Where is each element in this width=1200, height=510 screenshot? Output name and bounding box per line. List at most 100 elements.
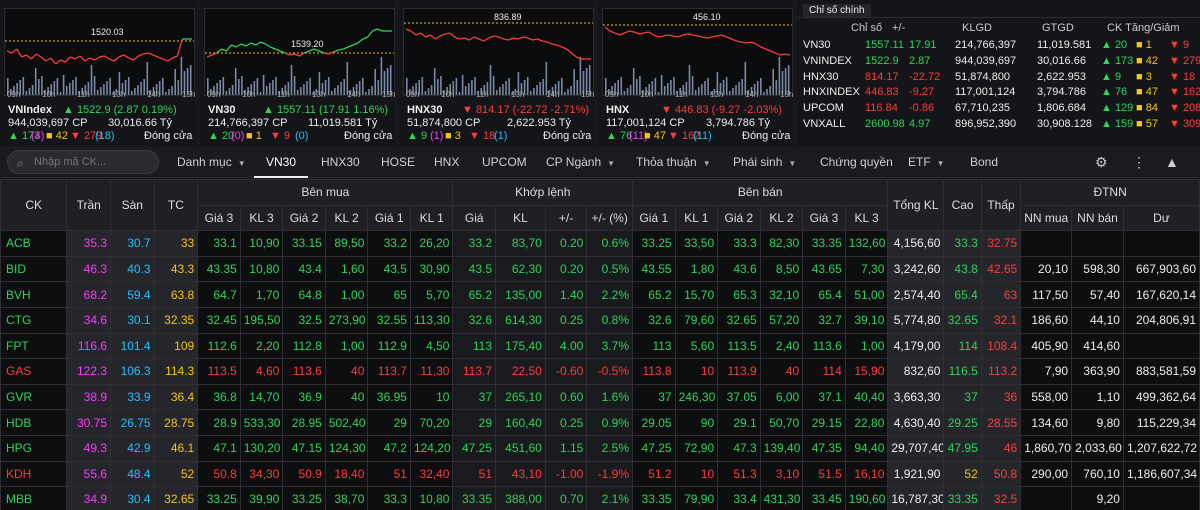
more-icon[interactable]: ⋮	[1132, 154, 1146, 170]
low-price: 108.4	[980, 332, 1022, 360]
table-row[interactable]: GVR 38.9 33.9 36.4 36.8 14,70 36.9 40 36.95 10 37 2…	[0, 383, 1200, 411]
col-kl-2[interactable]: KL 2	[324, 204, 369, 232]
col-gi-2[interactable]: Giá 2	[717, 204, 761, 232]
total-volume: 5,774,80	[887, 306, 945, 334]
col-gi-2[interactable]: Giá 2	[282, 204, 326, 232]
tab-hnx30[interactable]: HNX30	[321, 155, 360, 169]
time-tick: 10h	[242, 90, 256, 99]
foreign-room: 1,207,622,72	[1122, 434, 1200, 462]
col-gi-1[interactable]: Giá 1	[367, 204, 411, 232]
unchanged-count: ■ 47	[644, 130, 666, 142]
table-row[interactable]: MBB 34.9 30.4 32.65 33.25 39,90 33.25 38,70 33.3…	[0, 486, 1200, 510]
col-low[interactable]: Thấp	[980, 178, 1022, 232]
col--[interactable]: +/-	[544, 204, 588, 232]
ceiling-price: 35.3	[66, 230, 112, 257]
col-gi-3[interactable]: Giá 3	[802, 204, 846, 232]
search-box[interactable]: ⌕	[7, 150, 159, 174]
match-change-pct: 3.7%	[586, 332, 634, 360]
gear-icon[interactable]: ⚙	[1095, 154, 1108, 170]
table-row[interactable]: ACB 35.3 30.7 33 33.1 10,90 33.15 89,50 33.2 26,2…	[0, 230, 1200, 257]
time-tick: 11h	[675, 90, 688, 99]
col-kl-1[interactable]: KL 1	[409, 204, 454, 232]
search-input[interactable]	[34, 154, 154, 170]
tab-hose[interactable]: HOSE	[381, 155, 416, 169]
tab-phai-sinh[interactable]: Phái sinh ▼	[733, 155, 797, 169]
summary-index-name: HNX30	[803, 70, 839, 83]
table-row[interactable]: HDB 30.75 26.75 28.75 28.9 533,30 28.95 502,40 2…	[0, 409, 1200, 436]
table-row[interactable]: FPT 116.6 101.4 109 112.6 2,20 112.8 1,00 112.9 4…	[0, 332, 1200, 360]
col--[interactable]: +/- (%)	[586, 204, 634, 232]
col-kl-3[interactable]: KL 3	[844, 204, 889, 232]
table-row[interactable]: BID 46.3 40.3 43.3 43.35 10,80 43.4 1,60 43.5 30,…	[0, 255, 1200, 283]
index-panel-hnx[interactable]: 456.10 09h 10h 11h 13h 14h 15h HNX ▼ 446.83 (-9.…	[598, 0, 793, 146]
summary-advancers: ▲ 159	[1101, 118, 1134, 130]
arrow-up-icon[interactable]: ▲	[1165, 154, 1179, 170]
match-change-pct: 1.6%	[586, 383, 634, 411]
col-total-volume[interactable]: Tổng KL	[887, 178, 945, 232]
foreign-sell: 9,80	[1071, 409, 1124, 436]
col-kl[interactable]: KL	[495, 204, 546, 232]
col-ck[interactable]: CK	[0, 178, 68, 232]
table-row[interactable]: GAS 122.3 106.3 114.3 113.5 4,60 113.6 40 113.7 1…	[0, 358, 1200, 385]
stock-code: KDH	[0, 460, 68, 488]
summary-row[interactable]: UPCOM 116.84 -0.86 67,710,235 1,806.684 ▲ 129…	[797, 100, 1200, 115]
tab-main-indices[interactable]: Chỉ số chính	[803, 4, 871, 17]
group-buy: Bên mua	[197, 179, 454, 206]
table-row[interactable]: KDH 55.6 48.4 52 50.8 34,30 50.9 18,40 51 32,40 51…	[0, 460, 1200, 488]
table-row[interactable]: CTG 34.6 30.1 32.35 32.45 195,50 32.5 273,90 32.…	[0, 306, 1200, 334]
ask-vol-3: 190,60	[844, 486, 889, 510]
tab-thoa-thuan[interactable]: Thỏa thuận ▼	[636, 155, 711, 169]
summary-index-change: -0.86	[909, 102, 935, 115]
index-panel-hnx30[interactable]: 836.89 09h 10h 11h 13h 14h 15h HNX30 ▼ 814.17 (-…	[399, 0, 594, 146]
col-kl-1[interactable]: KL 1	[674, 204, 719, 232]
ask-price-2: 29.1	[717, 409, 761, 436]
foreign-buy: 1,860,70	[1020, 434, 1073, 462]
col-reference[interactable]: TC	[153, 178, 199, 232]
col-gi-3[interactable]: Giá 3	[197, 204, 241, 232]
summary-row[interactable]: HNX30 814.17 -22.72 51,874,800 2,622.953 ▲ 9 ■…	[797, 69, 1200, 84]
col-gi-1[interactable]: Giá 1	[632, 204, 676, 232]
ask-price-3: 113.6	[802, 332, 846, 360]
tab-chung-quyen[interactable]: Chứng quyền	[820, 155, 893, 169]
bid-vol-3: 195,50	[239, 306, 284, 334]
tab-hnx[interactable]: HNX	[434, 155, 460, 169]
col-gi-[interactable]: Giá	[452, 204, 497, 232]
col-d-[interactable]: Dư	[1122, 204, 1200, 232]
ask-vol-2: 40	[759, 358, 804, 385]
summary-row[interactable]: VN30 1557.11 17.91 214,766,397 11,019.581 ▲ 2…	[797, 37, 1200, 52]
bid-vol-2: 89,50	[324, 230, 369, 257]
tab-upcom[interactable]: UPCOM	[482, 155, 527, 169]
ask-price-1: 65.2	[632, 281, 676, 308]
col-kl-2[interactable]: KL 2	[759, 204, 804, 232]
tab-cp-nganh[interactable]: CP Ngành ▼	[546, 155, 616, 169]
col-nn-mua[interactable]: NN mua	[1020, 204, 1073, 232]
match-change-pct: 0.8%	[586, 306, 634, 334]
bid-price-3: 50.8	[197, 460, 241, 488]
bid-price-2: 50.9	[282, 460, 326, 488]
summary-row[interactable]: VNXALL 2600.98 4.97 896,952,390 30,908.128 ▲ …	[797, 116, 1200, 131]
index-panel-vnindex[interactable]: 1520.03 09h 10h 11h 13h 14h 15h VNIndex ▲ 1522.9…	[0, 0, 195, 146]
foreign-buy	[1020, 230, 1073, 257]
summary-row[interactable]: HNXINDEX 446.83 -9.27 117,001,124 3,794.786 ▲…	[797, 84, 1200, 99]
col-floor[interactable]: Sàn	[110, 178, 155, 232]
col-high[interactable]: Cao	[943, 178, 982, 232]
table-row[interactable]: BVH 68.2 59.4 63.8 64.7 1,70 64.8 1,00 65 5,70 65.…	[0, 281, 1200, 308]
summary-index-change: -22.72	[909, 70, 941, 83]
match-price: 113	[452, 332, 497, 360]
tab-etf[interactable]: ETF ▼	[908, 155, 945, 169]
bid-price-1: 65	[367, 281, 411, 308]
summary-row[interactable]: VNINDEX 1522.9 2.87 944,039,697 30,016.66 ▲ 1…	[797, 53, 1200, 68]
bid-vol-2: 40	[324, 383, 369, 411]
ask-vol-1: 15,70	[674, 281, 719, 308]
time-tick: 15h	[182, 90, 196, 99]
tab-vn30[interactable]: VN30	[254, 147, 309, 178]
col-kl-3[interactable]: KL 3	[239, 204, 284, 232]
col-ceiling[interactable]: Trần	[66, 178, 112, 232]
tab-danh-muc[interactable]: Danh mục ▼	[177, 155, 246, 169]
index-panel-vn30[interactable]: 1539.20 09h 10h 11h 13h 14h 15h VN30 ▲ 1557.11 (…	[200, 0, 395, 146]
ask-vol-2: 57,20	[759, 306, 804, 334]
bid-vol-3: 2,20	[239, 332, 284, 360]
col-nn-b-n[interactable]: NN bán	[1071, 204, 1124, 232]
tab-bond[interactable]: Bond	[970, 155, 999, 169]
table-row[interactable]: HPG 49.3 42.9 46.1 47.1 130,20 47.15 124,30 47.2…	[0, 434, 1200, 462]
